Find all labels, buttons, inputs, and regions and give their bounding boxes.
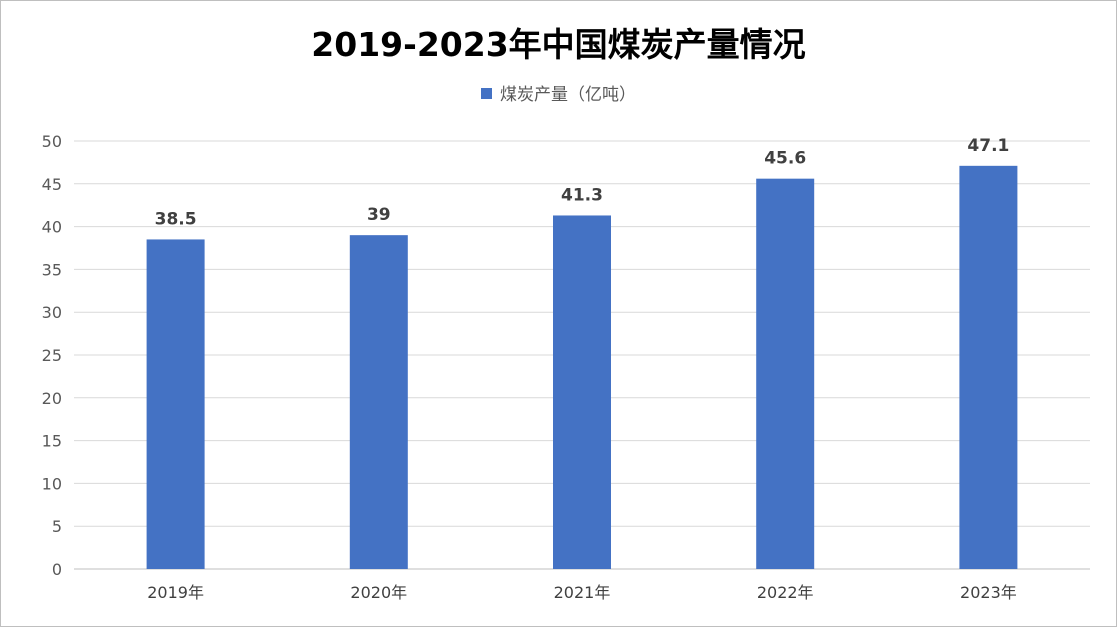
data-label: 39 — [367, 205, 391, 225]
y-tick-label: 0 — [52, 560, 62, 579]
y-tick-label: 10 — [42, 474, 62, 493]
y-tick-label: 35 — [42, 260, 62, 279]
legend-swatch — [481, 88, 492, 99]
data-label: 41.3 — [561, 185, 603, 205]
y-tick-label: 50 — [42, 132, 62, 151]
bar — [959, 165, 1018, 569]
legend-label: 煤炭产量（亿吨） — [500, 85, 636, 105]
bar — [756, 178, 815, 569]
legend: 煤炭产量（亿吨） — [0, 80, 1117, 105]
y-tick-label: 5 — [52, 517, 62, 536]
y-tick-label: 30 — [42, 303, 62, 322]
y-tick-label: 15 — [42, 432, 62, 451]
x-tick-label: 2022年 — [757, 583, 814, 602]
bar — [349, 235, 408, 569]
y-tick-label: 40 — [42, 218, 62, 237]
y-tick-label: 20 — [42, 389, 62, 408]
y-tick-label: 25 — [42, 346, 62, 365]
bar — [146, 239, 205, 569]
data-label: 45.6 — [764, 149, 806, 169]
bar — [553, 215, 611, 570]
y-tick-label: 45 — [42, 175, 62, 194]
data-label: 47.1 — [967, 136, 1009, 156]
data-label: 38.5 — [155, 209, 197, 229]
chart-title: 2019-2023年中国煤炭产量情况 — [311, 25, 806, 64]
x-tick-label: 2019年 — [147, 583, 204, 602]
x-tick-label: 2021年 — [554, 583, 611, 602]
x-tick-label: 2023年 — [960, 583, 1017, 602]
x-tick-label: 2020年 — [350, 583, 407, 602]
